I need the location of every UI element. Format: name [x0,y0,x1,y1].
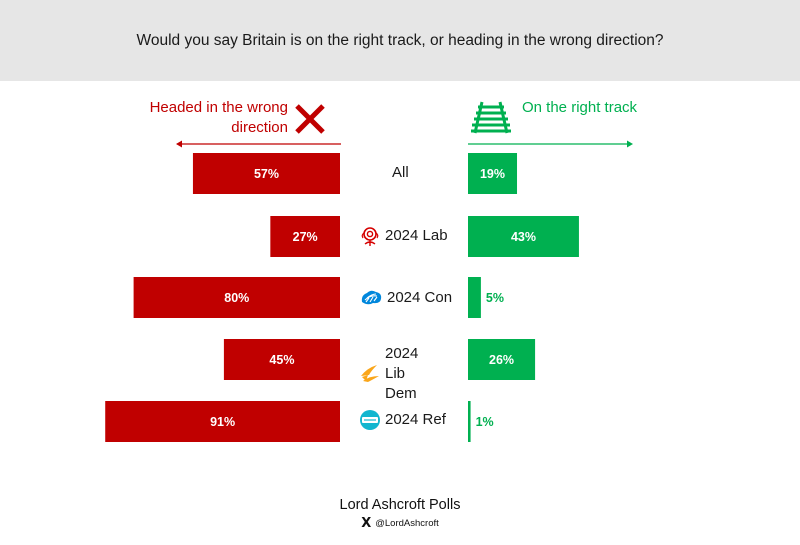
arrow-right-icon [468,140,633,148]
bar-wrong-direction [270,216,340,257]
bar-label-right-track: 43% [511,230,536,244]
category-text: 2024 Ref [385,411,446,428]
category-label-2024-ref: 2024 Ref [359,409,446,431]
chart-question: Would you say Britain is on the right tr… [136,31,664,49]
bar-right-track [468,339,536,380]
bar-right-track [468,277,481,318]
legend-wrong-direction: Headed in the wrong direction [149,99,288,136]
question-header: Would you say Britain is on the right tr… [0,0,800,81]
railway-track-icon [471,101,511,134]
bar-right-track [468,153,518,194]
footer-social: X @LordAshcroft [0,516,800,531]
bar-label-wrong-direction: 80% [224,291,249,305]
arrow-left-icon [176,140,341,148]
category-text: 2024 Lab [385,227,448,244]
bar-wrong-direction [105,401,340,442]
legend-right-track: On the right track [522,99,638,116]
bar-label-wrong-direction: 27% [293,230,318,244]
conservative-tree-icon [361,290,382,305]
bar-wrong-direction [192,153,340,194]
category-text: 2024 Lib Dem [385,345,419,402]
bar-label-right-track: 1% [476,415,494,429]
category-label-2024-lab: 2024 Lab [359,225,448,247]
category-label-2024-lib-dem: 2024 Lib Dem [359,344,435,404]
category-label-all: All [392,163,409,183]
category-label-2024-con: 2024 Con [359,287,452,309]
labour-rose-icon [361,227,379,246]
footer-brand: Lord Ashcroft Polls [339,497,461,513]
bar-label-wrong-direction: 91% [210,415,235,429]
libdem-bird-icon [361,365,379,382]
bar-label-right-track: 5% [486,291,504,305]
bar-wrong-direction [223,339,340,380]
bar-wrong-direction [133,277,340,318]
category-text: 2024 Con [387,289,453,306]
bar-label-wrong-direction: 45% [269,353,294,367]
footer-handle-text: @LordAshcroft [375,518,439,529]
bar-label-right-track: 19% [480,167,505,181]
bar-right-track [468,401,471,442]
x-cross-icon [295,104,325,134]
reform-logo-icon [360,410,380,430]
bar-label-wrong-direction: 57% [254,167,279,181]
bar-right-track [468,216,579,257]
category-text: All [392,164,409,181]
bar-label-right-track: 26% [489,353,514,367]
x-logo-icon: X [361,516,372,531]
